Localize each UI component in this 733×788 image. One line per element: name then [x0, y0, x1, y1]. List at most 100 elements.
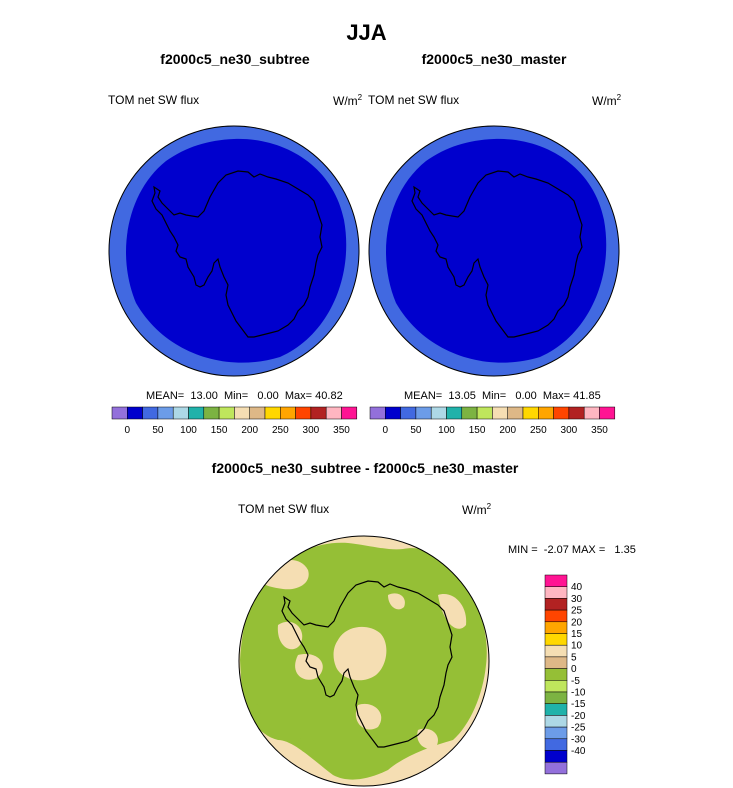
- panel-2-coastline: [411, 170, 583, 338]
- panel-3-coastline: [281, 580, 453, 748]
- panel-3-positive-blob-6: [388, 593, 405, 610]
- panel-3-colorbar-swatch-12: [544, 715, 568, 728]
- panel-3-colorbar-swatch-8: [544, 668, 568, 681]
- panel-2-colorbar-swatch-10: [522, 406, 539, 420]
- panel-2-colorbar-tick-4: 200: [499, 425, 516, 436]
- panel-2-colorbar-swatch-2: [400, 406, 417, 420]
- panel-1-colorbar-swatch-14: [325, 406, 342, 420]
- panel-1-colorbar-swatch-12: [295, 406, 312, 420]
- panel-3-colorbar-tick-0: 40: [571, 582, 583, 593]
- panel-3-colorbar-tick-3: 20: [571, 617, 583, 628]
- panel-3-colorbar-tick-5: 10: [571, 641, 583, 652]
- panel-3-variable-label: TOM net SW flux: [238, 502, 330, 516]
- panel-3-colorbar-tick-12: -25: [571, 723, 586, 734]
- panel-1-colorbar-tick-2: 100: [180, 425, 197, 436]
- panel-3-colorbar-swatch-5: [544, 633, 568, 646]
- panel-2-colorbar-swatch-9: [507, 406, 524, 420]
- panel-1-units: W/m2: [333, 93, 363, 108]
- panel-3-colorbar-tick-2: 25: [571, 606, 583, 617]
- panel-3-colorbar-tick-9: -10: [571, 688, 586, 699]
- panel-3-colorbar-tick-10: -15: [571, 699, 586, 710]
- panel-1-colorbar-swatch-1: [127, 406, 143, 420]
- panel-3-units: W/m2: [462, 502, 492, 517]
- panel-1-title: f2000c5_ne30_subtree: [160, 51, 310, 67]
- panel-2-colorbar-swatch-5: [446, 406, 463, 420]
- panel-3-colorbar-tick-1: 30: [571, 594, 583, 605]
- panel-2-colorbar-tick-6: 300: [561, 425, 578, 436]
- panel-3-colorbar-swatch-7: [544, 656, 568, 669]
- panel-3-positive-blob-3: [277, 621, 303, 650]
- panel-1-colorbar-swatch-13: [310, 406, 327, 420]
- panel-1-colorbar-swatch-0: [111, 406, 128, 420]
- panel-3-colorbar-swatch-4: [544, 621, 568, 634]
- panel-1-colorbar-swatch-2: [142, 406, 159, 420]
- panel-3-colorbar-tick-11: -20: [571, 711, 586, 722]
- panel-3-positive-blob-1: [333, 626, 387, 681]
- panel-3-colorbar-swatch-10: [544, 691, 568, 704]
- panel-2-colorbar: 0 50 100 150 200 250 300 350: [369, 406, 616, 436]
- panel-2-colorbar-swatch-0: [369, 406, 386, 420]
- panel-2-colorbar-swatch-15: [599, 406, 616, 420]
- panel-1-colorbar: 0 50 100 150 200 250 300 350: [111, 406, 358, 436]
- panel-1-colorbar-swatch-15: [341, 406, 358, 420]
- panel-3-map: [238, 535, 490, 787]
- panel-1-colorbar-swatch-11: [280, 406, 296, 420]
- panel-2-colorbar-swatch-12: [553, 406, 570, 420]
- panel-1-map: [108, 125, 360, 377]
- panel-2-colorbar-tick-5: 250: [530, 425, 547, 436]
- panel-2-stats: MEAN= 13.05 Min= 0.00 Max= 41.85: [404, 390, 601, 402]
- panel-1-colorbar-swatch-3: [157, 406, 174, 420]
- panel-1-colorbar-swatch-10: [264, 406, 281, 420]
- panel-2-colorbar-swatch-1: [385, 406, 401, 420]
- panel-1-colorbar-swatch-9: [249, 406, 266, 420]
- panel-3-positive-blob-8: [417, 728, 438, 749]
- panel-2-variable-label: TOM net SW flux: [368, 93, 460, 107]
- panel-3-negative-blob-1: [298, 737, 317, 754]
- panel-3-colorbar-tick-13: -30: [571, 734, 586, 745]
- panel-2-map: [368, 125, 620, 377]
- panel-1-colorbar-swatch-6: [203, 406, 220, 420]
- panel-2-colorbar-swatch-11: [538, 406, 554, 420]
- panel-1-stats: MEAN= 13.00 Min= 0.00 Max= 40.82: [146, 390, 343, 402]
- panel-3-colorbar-swatch-13: [544, 726, 568, 740]
- main-title: JJA: [346, 20, 387, 45]
- panel-3-colorbar-tick-7: 0: [571, 664, 577, 675]
- panel-2-title: f2000c5_ne30_master: [421, 51, 567, 67]
- panel-3-colorbar-tick-6: 5: [571, 652, 577, 663]
- panel-1-inner-region: [126, 138, 347, 363]
- panel-1-colorbar-swatch-4: [172, 406, 189, 420]
- panel-3-colorbar-swatch-11: [544, 703, 568, 716]
- panel-1-colorbar-tick-5: 250: [272, 425, 289, 436]
- panel-1-colorbar-tick-7: 350: [333, 425, 350, 436]
- panel-3-stats: MIN = -2.07 MAX = 1.35: [508, 544, 636, 556]
- panel-3-title: f2000c5_ne30_subtree - f2000c5_ne30_mast…: [211, 460, 519, 476]
- panel-2-colorbar-swatch-8: [492, 406, 508, 420]
- panel-3-colorbar-swatch-3: [544, 609, 568, 623]
- panel-1-colorbar-tick-6: 300: [303, 425, 320, 436]
- panel-3-positive-blob-4: [295, 654, 323, 680]
- panel-3-colorbar-tick-8: -5: [571, 676, 580, 687]
- panel-2-colorbar-swatch-7: [476, 406, 493, 420]
- panel-3-colorbar-swatch-15: [544, 750, 568, 763]
- panel-2-colorbar-tick-3: 150: [469, 425, 486, 436]
- panel-1-colorbar-tick-3: 150: [211, 425, 228, 436]
- panel-1-colorbar-tick-0: 0: [125, 425, 131, 436]
- panel-1-variable-label: TOM net SW flux: [108, 93, 200, 107]
- panel-2-colorbar-swatch-4: [430, 406, 447, 420]
- panel-2-colorbar-swatch-3: [415, 406, 432, 420]
- panel-1-coastline: [151, 170, 323, 338]
- panel-3-colorbar-tick-14: -40: [571, 746, 586, 757]
- panel-2-colorbar-swatch-13: [568, 406, 585, 420]
- panel-3-positive-blob-5: [438, 594, 467, 629]
- panel-3-colorbar-swatch-0: [544, 574, 568, 587]
- panel-1-colorbar-swatch-8: [234, 406, 250, 420]
- panel-2-colorbar-tick-2: 100: [438, 425, 455, 436]
- panel-1-colorbar-swatch-5: [188, 406, 205, 420]
- panel-3-colorbar-swatch-14: [544, 738, 568, 751]
- panel-3-colorbar-swatch-2: [544, 598, 568, 611]
- panel-1-colorbar-swatch-7: [218, 406, 235, 420]
- panel-3-colorbar-swatch-16: [544, 761, 568, 775]
- panel-2-colorbar-tick-7: 350: [591, 425, 608, 436]
- panel-2-colorbar-swatch-6: [461, 406, 478, 420]
